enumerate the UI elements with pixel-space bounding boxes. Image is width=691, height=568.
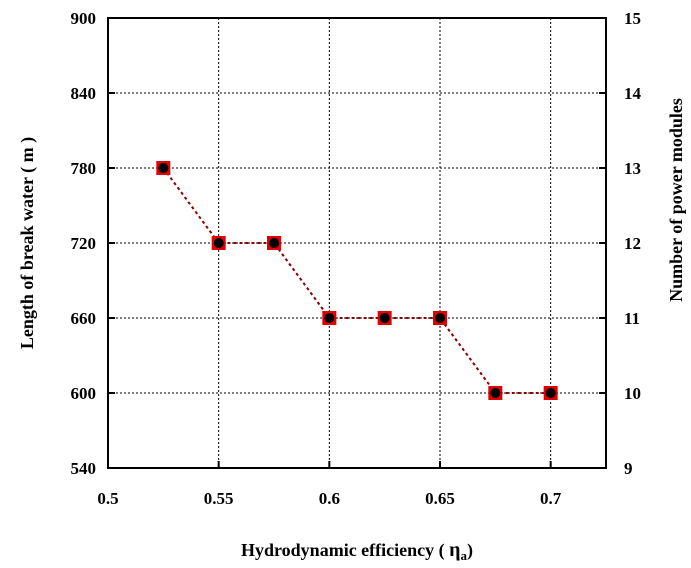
circle-marker <box>545 388 556 398</box>
series <box>156 161 558 400</box>
y-tick-label: 780 <box>71 159 97 178</box>
y2-tick-label: 11 <box>624 309 640 328</box>
axis-ticks <box>107 17 606 469</box>
y2-tick-labels: 9 10 11 12 13 14 15 <box>624 9 642 478</box>
circle-marker <box>269 238 279 248</box>
grid-lines <box>108 18 606 468</box>
x-tick-label: 0.6 <box>319 489 340 508</box>
circle-marker <box>213 238 224 248</box>
y2-tick-label: 15 <box>624 9 641 28</box>
y-axis-title: Length of break water ( m ) <box>17 137 38 349</box>
y2-tick-label: 10 <box>624 384 641 403</box>
y-tick-label: 840 <box>71 84 97 103</box>
x-tick-label: 0.5 <box>97 489 118 508</box>
series-1 <box>158 163 556 398</box>
y2-tick-label: 12 <box>624 234 641 253</box>
x-tick-labels: 0.5 0.55 0.6 0.65 0.7 <box>97 489 561 508</box>
y2-tick-label: 9 <box>624 459 633 478</box>
y-tick-label: 900 <box>71 9 97 28</box>
y2-axis-title: Number of power modules <box>666 98 686 302</box>
y-tick-labels: 540 600 660 720 780 840 900 <box>71 9 97 478</box>
x-axis-title: Hydrodynamic efficiency ( ηa) <box>241 539 473 563</box>
circle-marker <box>435 313 445 323</box>
x-tick-label: 0.55 <box>204 489 234 508</box>
y-tick-label: 720 <box>71 234 97 253</box>
series-line <box>162 167 551 394</box>
y2-tick-label: 14 <box>624 84 642 103</box>
y-tick-label: 600 <box>71 384 97 403</box>
y-tick-label: 540 <box>71 459 97 478</box>
x-tick-label: 0.7 <box>540 489 562 508</box>
series-0 <box>156 161 558 400</box>
x-tick-label: 0.65 <box>425 489 455 508</box>
circle-marker <box>158 163 169 173</box>
y2-tick-label: 13 <box>624 159 641 178</box>
circle-marker <box>379 313 390 323</box>
circle-marker <box>324 313 335 323</box>
y-tick-label: 660 <box>71 309 97 328</box>
circle-marker <box>490 388 501 398</box>
